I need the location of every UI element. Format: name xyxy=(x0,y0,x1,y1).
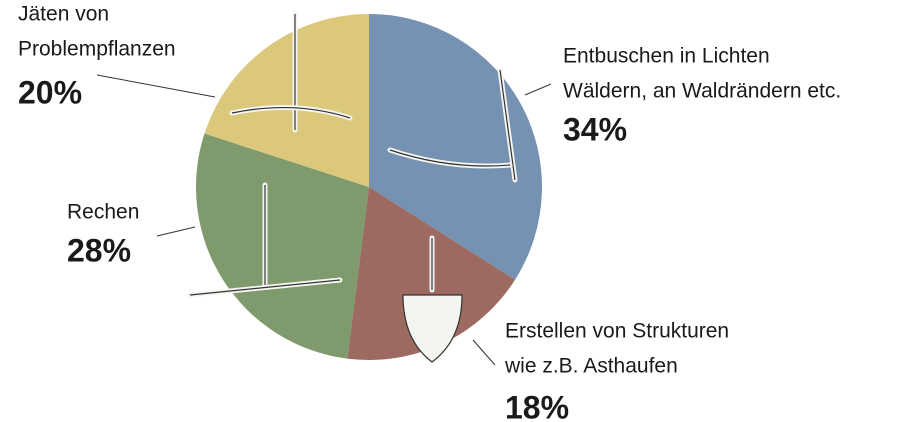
chart: Entbuschen in Lichten Wäldern, an Waldrän… xyxy=(0,0,911,422)
category-label: Rechen xyxy=(67,201,139,224)
leader-line xyxy=(157,227,195,236)
value-label: 20% xyxy=(18,74,82,110)
category-label: Erstellen von Strukturen xyxy=(505,320,729,343)
category-label: Entbuschen in Lichten xyxy=(563,45,770,68)
leader-line xyxy=(525,84,551,95)
category-label: Jäten von xyxy=(18,3,109,26)
category-label: Wäldern, an Waldrändern etc. xyxy=(563,80,841,103)
value-label: 18% xyxy=(505,389,569,422)
pie xyxy=(196,14,542,360)
category-label: Problempflanzen xyxy=(18,38,176,61)
value-label: 28% xyxy=(67,232,131,268)
category-label: wie z.B. Asthaufen xyxy=(504,355,678,378)
value-label: 34% xyxy=(563,111,627,147)
leader-line xyxy=(473,340,495,365)
leader-line xyxy=(97,75,215,97)
